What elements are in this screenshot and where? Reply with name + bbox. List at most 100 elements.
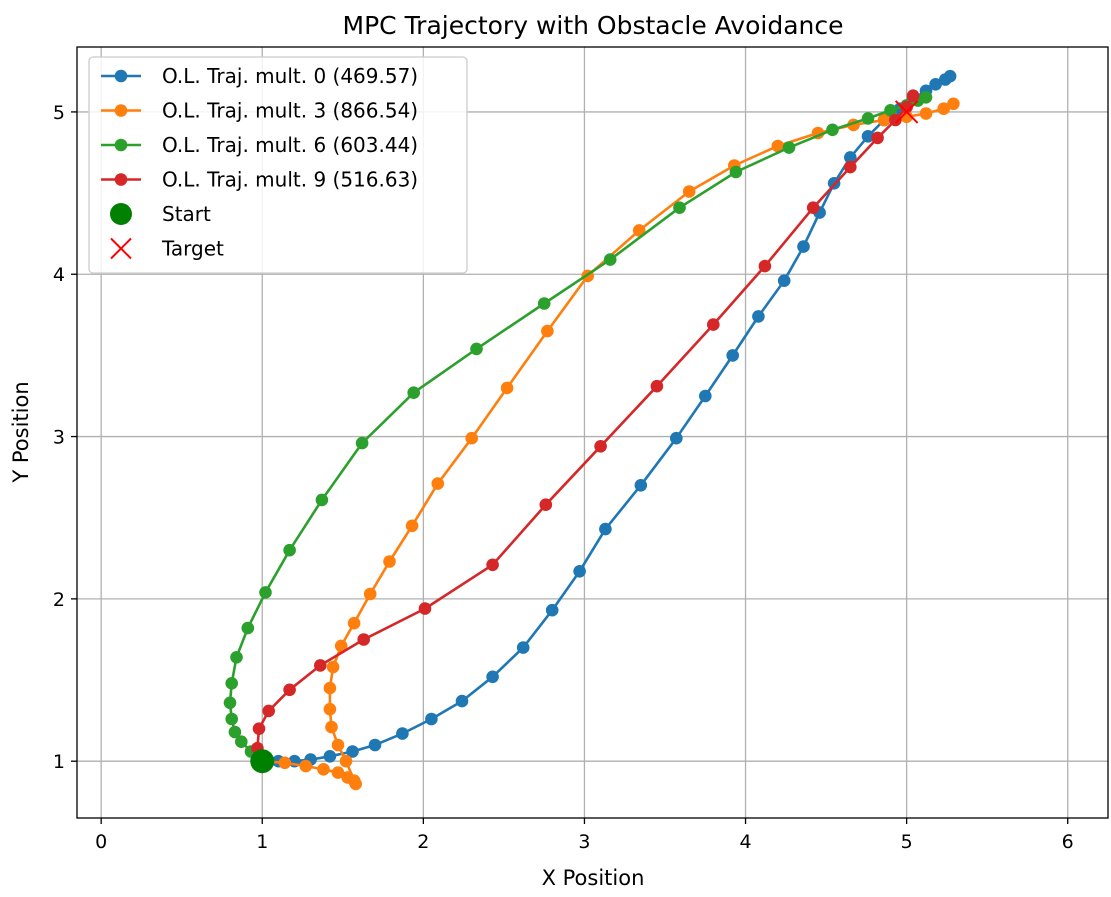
data-point	[632, 224, 646, 237]
x-tick-label: 6	[1062, 831, 1074, 853]
data-point	[418, 602, 432, 615]
data-point	[889, 113, 902, 127]
data-point	[906, 89, 920, 102]
data-point	[682, 185, 696, 198]
data-point	[357, 633, 371, 646]
data-point	[844, 151, 857, 164]
start-marker	[250, 749, 275, 774]
data-point	[673, 201, 686, 214]
data-point	[947, 97, 960, 111]
data-point	[670, 431, 683, 445]
y-tick-label: 2	[53, 589, 65, 611]
data-point	[223, 696, 237, 710]
data-point	[405, 519, 419, 533]
data-point	[861, 112, 875, 125]
data-point	[325, 720, 338, 734]
legend-marker	[114, 104, 128, 117]
data-point	[594, 440, 607, 453]
data-point	[844, 160, 857, 174]
data-point	[537, 297, 551, 310]
y-tick-label: 5	[53, 102, 65, 124]
legend-label: O.L. Traj. mult. 3 (866.54)	[162, 99, 418, 123]
data-point	[368, 738, 382, 752]
data-point	[884, 104, 897, 117]
data-point	[486, 558, 499, 572]
data-point	[323, 681, 337, 695]
x-tick-label: 3	[578, 831, 590, 853]
axis-ticks: 0 1 2 3 4 5 6 1 2 3 4 5	[53, 102, 1074, 853]
data-point	[363, 587, 377, 601]
y-tick-label: 3	[53, 427, 65, 449]
x-axis-label: X Position	[542, 866, 645, 890]
plot-frame	[76, 46, 1109, 819]
data-point	[317, 763, 330, 776]
target-marker	[894, 100, 919, 124]
data-point	[235, 735, 248, 748]
legend-item-target: Target	[110, 237, 224, 261]
data-point	[771, 139, 785, 153]
data-point	[603, 253, 617, 266]
legend-marker	[114, 69, 128, 83]
data-point	[707, 318, 720, 331]
legend-item: O.L. Traj. mult. 9 (516.63)	[101, 168, 418, 192]
legend-box	[88, 56, 468, 274]
legend-item: O.L. Traj. mult. 0 (469.57)	[101, 64, 418, 88]
data-point	[331, 766, 345, 779]
data-point	[225, 677, 238, 690]
data-point	[470, 342, 483, 356]
series-2	[223, 91, 933, 768]
data-point	[334, 639, 348, 653]
data-point	[539, 498, 553, 512]
data-point	[278, 756, 292, 770]
data-point	[752, 310, 765, 323]
data-point	[283, 543, 296, 557]
data-point	[465, 431, 479, 445]
data-point	[323, 702, 337, 716]
data-point	[871, 131, 884, 145]
data-point	[339, 754, 353, 768]
data-point	[650, 379, 664, 393]
data-point	[782, 141, 796, 154]
target-stroke	[894, 100, 919, 124]
data-point	[283, 683, 296, 697]
data-point	[826, 123, 839, 137]
data-point	[729, 165, 743, 179]
x-tick-label: 2	[417, 831, 429, 853]
data-point	[758, 259, 772, 273]
data-point	[943, 69, 957, 83]
legend-label: Target	[161, 237, 224, 261]
series-layer	[223, 69, 960, 791]
legend: O.L. Traj. mult. 0 (469.57) O.L. Traj. mu…	[88, 56, 468, 274]
y-tick-label: 1	[53, 751, 65, 773]
legend-item-start: Start	[110, 202, 211, 226]
data-point	[230, 651, 243, 664]
data-point	[455, 694, 469, 708]
legend-marker	[114, 138, 128, 152]
data-point	[326, 660, 340, 674]
data-point	[929, 78, 942, 91]
x-tick-label: 0	[95, 831, 107, 853]
data-point	[262, 704, 276, 718]
data-point	[346, 745, 359, 758]
data-point	[225, 712, 238, 726]
data-point	[486, 670, 499, 684]
legend-label: O.L. Traj. mult. 0 (469.57)	[162, 64, 418, 88]
data-point	[937, 102, 950, 115]
data-point	[228, 725, 242, 739]
legend-label: O.L. Traj. mult. 6 (603.44)	[162, 133, 418, 157]
data-point	[573, 565, 586, 578]
series-3	[251, 89, 920, 755]
data-point	[500, 381, 514, 395]
data-point	[396, 727, 409, 740]
data-point	[315, 493, 329, 507]
data-point	[407, 386, 421, 400]
legend-label: O.L. Traj. mult. 9 (516.63)	[162, 168, 418, 192]
data-point	[349, 777, 363, 791]
data-point	[425, 712, 438, 726]
data-point	[347, 616, 361, 630]
data-point	[323, 750, 337, 763]
x-tick-label: 1	[256, 831, 268, 853]
markers-layer	[250, 100, 919, 774]
legend-marker	[114, 173, 128, 186]
